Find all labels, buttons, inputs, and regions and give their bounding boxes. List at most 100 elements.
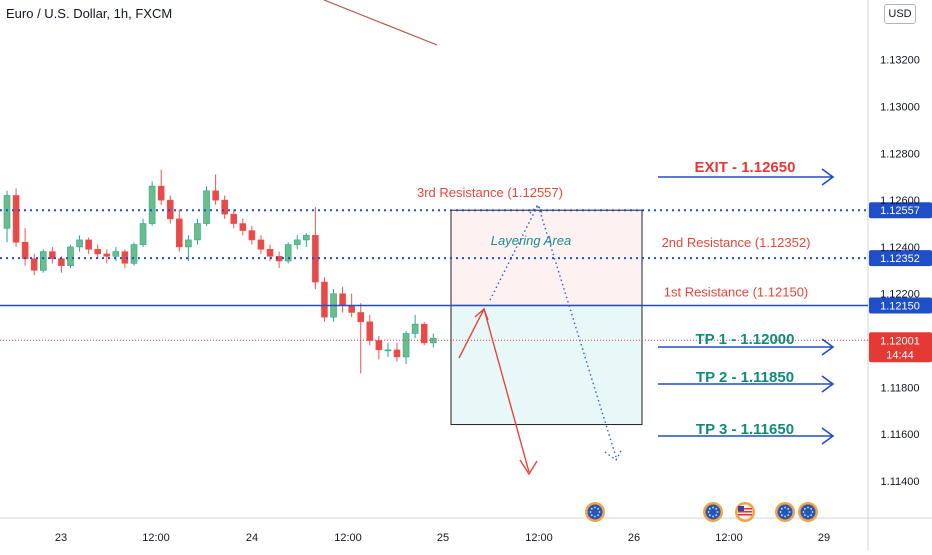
candle <box>166 195 174 224</box>
y-tick-label: 1.12200 <box>880 289 920 301</box>
candle <box>420 321 428 346</box>
candle <box>185 235 192 261</box>
resistance-label: 2nd Resistance (1.12352) <box>662 235 811 250</box>
candle <box>248 225 256 245</box>
flag-stripe <box>738 514 752 516</box>
candle-body <box>185 239 192 248</box>
candle <box>221 195 228 219</box>
candle <box>85 237 92 254</box>
price-tag-label: 1.12352 <box>880 253 920 265</box>
current-price-tag <box>869 332 932 363</box>
candle <box>284 242 292 264</box>
candle-body <box>148 185 156 224</box>
event-icon-star <box>784 515 786 518</box>
target-zone-box[interactable] <box>450 304 643 426</box>
calendar-icon[interactable] <box>775 502 795 522</box>
x-tick-label: 23 <box>55 532 67 544</box>
candle <box>157 169 165 205</box>
candle <box>384 342 392 357</box>
candle-body <box>366 321 374 341</box>
event-icon-star <box>810 514 813 517</box>
x-tick-label: 25 <box>437 532 449 544</box>
layering-area-label: Layering Area <box>491 233 571 248</box>
candle <box>176 209 183 252</box>
candle-body <box>130 244 138 264</box>
candle-body <box>402 333 410 358</box>
x-tick-label: 12:00 <box>142 532 170 544</box>
target-arrowhead <box>821 168 835 186</box>
flag-stripe <box>738 508 752 510</box>
target-label: TP 3 - 1.11650 <box>696 421 794 438</box>
event-icon-star <box>787 507 790 510</box>
candle-body <box>12 195 20 243</box>
event-icon-star <box>715 507 718 510</box>
candle-body <box>76 239 83 248</box>
candle-body <box>284 244 292 262</box>
event-icon-star <box>779 511 782 513</box>
candle <box>212 174 219 205</box>
calendar-icon[interactable] <box>585 502 605 522</box>
candle <box>429 333 437 348</box>
scenario-arrowhead <box>604 448 623 462</box>
x-tick-label: 24 <box>246 532 258 544</box>
event-icon-star <box>716 511 719 513</box>
event-icon-star <box>803 507 806 510</box>
scenario-arrowhead <box>529 203 544 216</box>
candle <box>103 249 111 264</box>
candle-body <box>339 293 346 306</box>
us-flag-icon[interactable] <box>735 502 755 522</box>
y-tick-label: 1.13000 <box>880 102 920 114</box>
event-icon-star <box>597 507 600 510</box>
price-tag-label: 1.12150 <box>880 300 920 312</box>
candle <box>12 188 20 247</box>
event-icon-star <box>810 507 813 510</box>
event-icon-star <box>780 507 783 510</box>
candle <box>312 207 319 290</box>
candle-body <box>212 190 219 201</box>
candle-body <box>357 312 365 323</box>
candle <box>402 331 410 364</box>
y-tick-label: 1.11600 <box>881 429 920 441</box>
candle-body <box>85 239 92 250</box>
x-tick-label: 12:00 <box>715 532 743 544</box>
candle <box>130 242 138 266</box>
candle-body <box>203 190 210 224</box>
currency-button[interactable]: USD <box>884 4 916 24</box>
calendar-icon[interactable] <box>703 502 723 522</box>
calendar-icon[interactable] <box>798 502 818 522</box>
event-icon-star <box>787 514 790 517</box>
event-icon-star <box>788 511 791 513</box>
flag-canton <box>738 506 744 511</box>
candle-body <box>58 258 65 266</box>
candle <box>411 314 419 339</box>
y-tick-label: 1.13200 <box>880 55 920 67</box>
event-icon-star <box>712 515 714 518</box>
target-label: EXIT - 1.12650 <box>695 159 796 176</box>
candle-body <box>230 213 238 224</box>
candle-body <box>21 241 29 259</box>
candle <box>194 218 201 245</box>
trend-line[interactable] <box>323 0 438 46</box>
candle-body <box>239 223 247 231</box>
candle-body <box>49 251 56 259</box>
event-icon-star <box>597 514 600 517</box>
candle-body <box>112 251 120 257</box>
event-icon-star <box>594 506 596 509</box>
resistance-label: 1st Resistance (1.12150) <box>664 284 809 299</box>
x-tick-label: 26 <box>628 532 640 544</box>
candle-body <box>257 239 265 250</box>
candle <box>94 244 101 259</box>
candle-body <box>67 246 74 266</box>
candle <box>393 342 401 362</box>
event-icon-star <box>708 507 711 510</box>
y-tick-label: 1.12600 <box>880 195 920 207</box>
event-icon-star <box>780 514 783 517</box>
candle-body <box>375 340 383 351</box>
candle <box>230 209 238 229</box>
event-icon-star <box>708 514 711 517</box>
candle <box>3 190 11 243</box>
event-icon-star <box>811 511 814 513</box>
candle <box>203 186 210 226</box>
